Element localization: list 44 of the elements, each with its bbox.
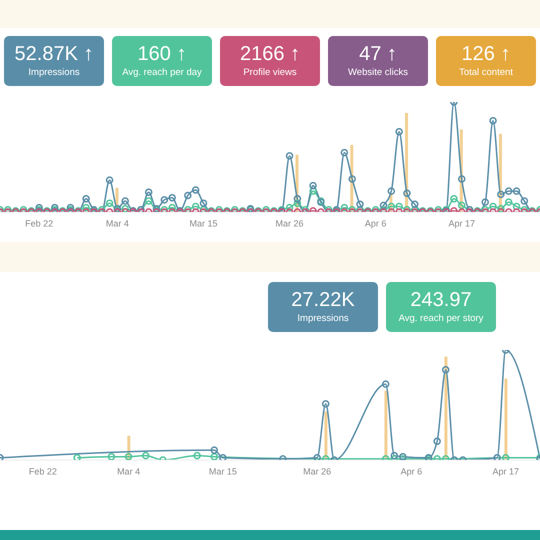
text: 2166 ↑	[240, 43, 300, 65]
category-label: Total content	[458, 66, 514, 80]
text: 126 ↑	[462, 43, 510, 65]
x-tick-label: Mar 26	[276, 218, 304, 228]
x-tick-label: Apr 17	[448, 218, 476, 228]
text: 47 ↑	[359, 43, 397, 65]
text: 52.87K ↑	[14, 43, 94, 65]
category-label: Avg. reach per day	[121, 66, 203, 80]
x-tick-label: Mar 15	[208, 466, 237, 476]
category-label: Website clicks	[346, 66, 409, 80]
point	[210, 452, 218, 460]
x-tick-label: Mar 4	[117, 466, 140, 476]
category-label: Impressions	[27, 66, 81, 80]
text: 243.97	[410, 289, 472, 311]
point	[142, 452, 150, 460]
category-label: Impressions	[296, 312, 350, 326]
x-tick-label: Mar 15	[189, 218, 218, 228]
text: 27.22K	[291, 289, 355, 311]
text: 160 ↑	[138, 43, 186, 65]
x-tick-label: Apr 6	[364, 218, 386, 228]
point	[322, 400, 330, 408]
point	[442, 366, 450, 374]
point	[108, 452, 116, 460]
point	[390, 452, 398, 460]
point	[193, 452, 201, 460]
point	[382, 380, 390, 388]
point	[313, 454, 321, 460]
point	[433, 438, 441, 446]
point	[124, 452, 132, 460]
x-tick-label: Feb 22	[25, 218, 54, 228]
bar	[324, 412, 328, 460]
x-tick-label: Feb 22	[28, 466, 57, 476]
bar	[504, 378, 508, 460]
x-tick-label: Mar 26	[303, 466, 332, 476]
point	[219, 454, 227, 460]
point	[502, 454, 510, 460]
x-tick-label: Apr 17	[492, 466, 519, 476]
category-label: Avg. reach per story	[398, 312, 484, 326]
x-tick-label: Mar 4	[106, 218, 129, 228]
point	[493, 454, 501, 460]
bar	[384, 390, 388, 460]
x-tick-label: Apr 6	[400, 466, 422, 476]
category-label: Profile views	[242, 66, 298, 80]
point	[210, 446, 218, 454]
